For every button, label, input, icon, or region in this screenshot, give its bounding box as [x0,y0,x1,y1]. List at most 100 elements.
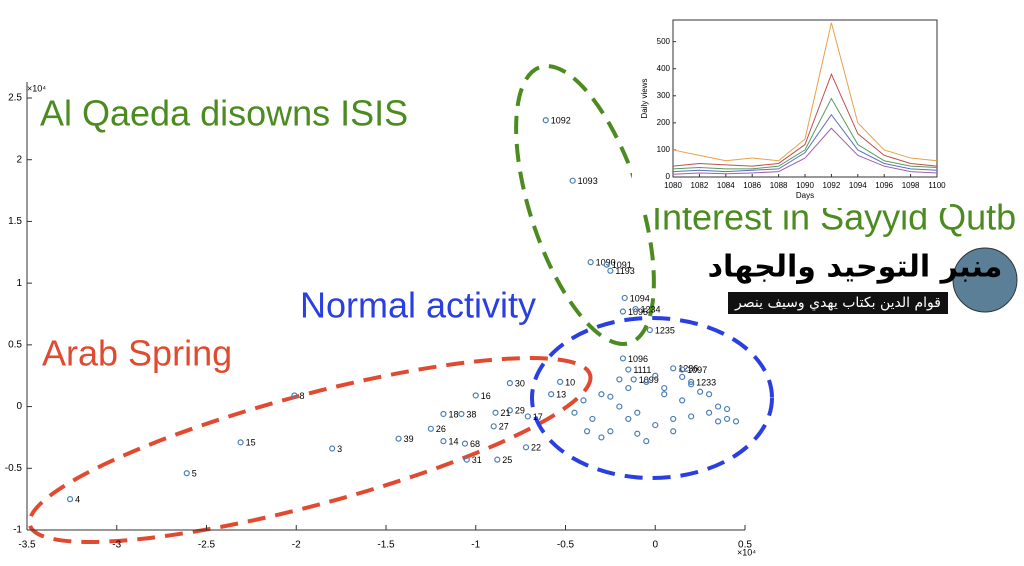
point [506,407,513,414]
point [557,378,564,385]
y-tick-label: 500 [657,37,671,46]
point [427,425,434,432]
point-label: 29 [515,406,525,416]
point-label: 1091 [612,260,632,270]
point-label: 21 [500,408,510,418]
logo-title: منبر التوحيد والجهاد [708,250,1003,285]
point [548,391,555,398]
x-tick-label: 0.5 [738,540,752,551]
series-line [672,97,938,170]
point-label: 14 [448,437,458,447]
point [697,388,704,395]
point [723,415,731,423]
point-label: 1096 [628,354,648,364]
point [395,435,402,442]
series-line [672,113,938,173]
point [329,445,336,452]
point [688,381,695,388]
point [490,423,497,430]
point-label: 8 [299,391,304,401]
y-exponent: ×10⁴ [27,83,46,93]
point-label: 1235 [655,325,675,335]
point-label: 68 [470,439,480,449]
point [237,439,244,446]
point-label: 13 [556,390,566,400]
point-label: 17 [533,412,543,422]
y-tick-label: 0 [16,401,22,412]
point [723,405,731,413]
point [291,392,298,399]
point-label: 1094 [630,293,650,303]
point-label: 1099 [639,375,659,385]
point [632,305,639,313]
x-axis-label: Days [796,191,814,200]
scatter-plot: -3.5 -3 -2.5 -2 -1.5 -1 -0.5 0 0.5 -1 -0.5 0 0.5 1 1.5… [5,82,756,557]
point [621,294,628,302]
x-tick-label: -3 [112,540,121,551]
x-tick-label: -0.5 [557,540,575,551]
point-label: 31 [472,455,482,465]
point [679,397,686,404]
x-tick-label: -1.5 [377,540,395,551]
series-line [672,22,938,162]
point [472,392,479,399]
point [461,440,469,447]
point-label: 1097 [687,365,707,375]
y-tick-label: -1 [13,525,22,536]
point-label: 39 [404,434,414,444]
normal-ellipse [530,316,774,480]
logo: منبر التوحيد والجهاد قوام الدين بكتاب يه… [708,240,1024,322]
spring-ellipse [27,356,593,544]
point [506,380,513,387]
x-tick-label: 1100 [928,181,946,190]
point [634,430,641,437]
point-label: 4 [75,495,80,505]
point [522,444,530,451]
x-tick-label: -1 [471,540,480,551]
series-line [672,127,938,175]
point [634,409,641,416]
inset-chart: 1080 1082 1084 1086 1088 1090 1092 1094 1096 1098… [632,12,950,208]
point [458,410,465,418]
point-label: 1193 [615,266,634,276]
x-tick-label: 1096 [875,181,893,190]
point [646,326,653,334]
y-tick-label: 100 [657,145,671,154]
point [652,421,659,429]
point-label: 25 [502,455,512,465]
x-tick-label: 1084 [717,181,735,190]
point [705,409,713,416]
x-tick-label: -2 [292,540,301,551]
point-label: 1236 [678,364,698,374]
y-tick-label: 2.5 [8,93,22,104]
point-label: 1092 [551,116,571,126]
point [492,409,499,416]
x-tick-label: 1090 [796,181,814,190]
point [643,438,650,445]
annotation: Al Qaeda disowns ISIS [40,93,408,134]
x-tick-label: -3.5 [18,540,36,551]
point [652,372,659,379]
point [607,428,614,435]
point-label: 1093 [578,176,598,186]
point-label: 1234 [641,304,661,314]
point [607,393,614,400]
logo-subtitle: قوام الدين بكتاب يهدي وسيف ينصر [734,295,941,311]
point-label: 22 [531,443,541,453]
y-tick-label: 0.5 [8,339,22,350]
x-exponent: ×10⁴ [737,547,756,557]
point [630,376,637,383]
point-label: 1111 [633,365,651,375]
point [616,376,623,383]
point-label: 38 [466,409,476,419]
y-tick-label: 1 [16,278,22,289]
point-label: 3 [337,444,342,454]
point [670,428,677,435]
point [571,409,578,416]
y-tick-label: 200 [657,118,671,127]
point [587,259,594,266]
y-tick-label: 0 [666,172,671,181]
y-axis-label: Daily views [640,78,649,118]
point [688,378,695,385]
